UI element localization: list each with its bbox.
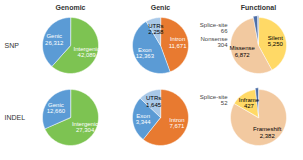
svg-text:Splice-site66: Splice-site66 xyxy=(200,22,228,34)
svg-text:Inframe427: Inframe427 xyxy=(239,97,260,109)
svg-text:Splice-site52: Splice-site52 xyxy=(200,94,228,106)
svg-text:Exon3,344: Exon3,344 xyxy=(136,113,152,125)
svg-text:Intron7,671: Intron7,671 xyxy=(169,117,185,129)
svg-text:Silent5,250: Silent5,250 xyxy=(268,35,284,47)
svg-text:UTRs1,645: UTRs1,645 xyxy=(146,95,162,107)
svg-text:Intergenic27,304: Intergenic27,304 xyxy=(72,121,98,133)
svg-text:Genic26,312: Genic26,312 xyxy=(45,33,64,45)
svg-text:Functional: Functional xyxy=(241,4,276,11)
svg-text:Exon12,363: Exon12,363 xyxy=(136,47,155,59)
svg-text:Intergenic42,089: Intergenic42,089 xyxy=(74,46,100,58)
svg-text:Missense6,872: Missense6,872 xyxy=(229,45,255,57)
svg-text:INDEL: INDEL xyxy=(5,114,26,121)
svg-text:Intron11,671: Intron11,671 xyxy=(169,36,188,48)
svg-text:Genic12,660: Genic12,660 xyxy=(47,102,66,114)
svg-text:Genomic: Genomic xyxy=(56,4,86,11)
svg-text:SNP: SNP xyxy=(5,42,20,49)
svg-text:Nonsense304: Nonsense304 xyxy=(200,36,228,48)
svg-text:UTRs2,258: UTRs2,258 xyxy=(148,23,164,35)
svg-text:Frameshift2,382: Frameshift2,382 xyxy=(253,126,282,138)
svg-text:Genic: Genic xyxy=(151,4,171,11)
